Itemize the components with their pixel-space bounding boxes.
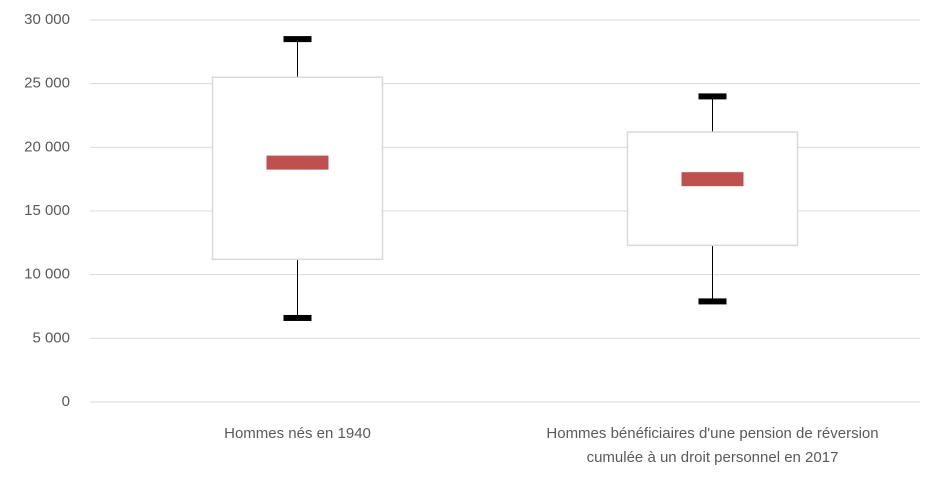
- y-tick-label: 30 000: [24, 11, 70, 28]
- whisker-cap: [698, 93, 727, 100]
- x-tick-label: Hommes bénéficiaires d'une pension de ré…: [546, 425, 879, 466]
- whisker-cap: [698, 298, 727, 305]
- whisker-cap: [283, 36, 312, 43]
- y-tick-label: 25 000: [24, 75, 70, 92]
- median: [681, 172, 744, 187]
- box: [626, 131, 799, 247]
- y-tick-label: 15 000: [24, 202, 70, 219]
- box: [211, 76, 384, 261]
- x-tick-label: Hommes nés en 1940: [224, 425, 371, 442]
- whisker-cap: [283, 314, 312, 321]
- y-tick-label: 0: [62, 393, 70, 410]
- median: [266, 155, 329, 170]
- y-tick-label: 5 000: [32, 329, 70, 346]
- y-tick-label: 20 000: [24, 138, 70, 155]
- y-tick-label: 10 000: [24, 266, 70, 283]
